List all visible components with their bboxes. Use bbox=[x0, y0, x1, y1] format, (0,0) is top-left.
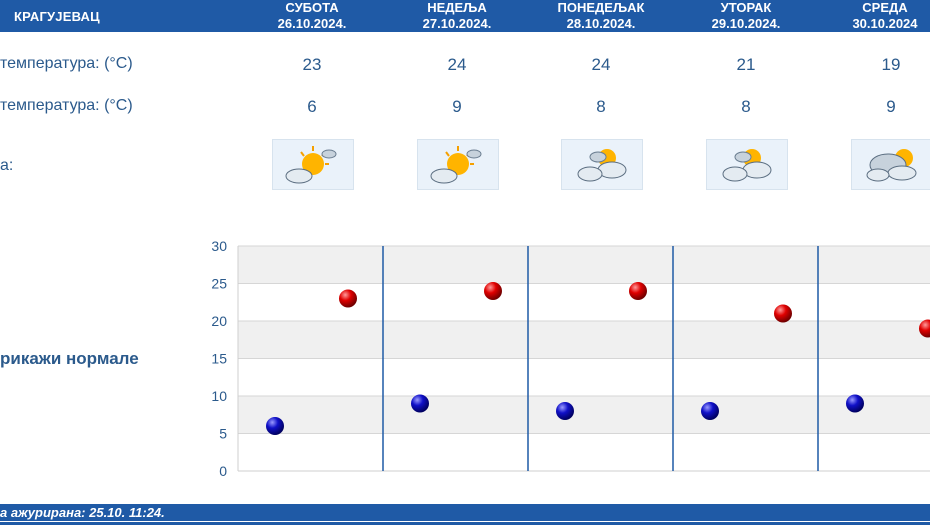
max-temp-day-4: 21 bbox=[736, 55, 756, 74]
y-tick-label: 10 bbox=[211, 388, 227, 404]
min-temp-day-2: 9 bbox=[452, 97, 462, 116]
day-name: СРЕДА bbox=[862, 0, 908, 15]
sun-cloud-icon bbox=[417, 139, 499, 190]
grid-band bbox=[238, 433, 930, 471]
min-temp-point bbox=[266, 417, 284, 435]
max-temp-day-5: 19 bbox=[881, 55, 901, 74]
y-tick-label: 0 bbox=[219, 463, 227, 479]
max-temp-point bbox=[919, 319, 930, 338]
day-header-2: НЕДЕЉА 27.10.2024. bbox=[397, 0, 517, 32]
min-temp-day-5: 9 bbox=[886, 97, 896, 116]
min-temp-label: температура: (°C) bbox=[0, 97, 133, 114]
day-header-1: СУБОТА 26.10.2024. bbox=[252, 0, 372, 32]
sun-cloud-icon bbox=[272, 139, 354, 190]
max-temp-point bbox=[774, 304, 792, 323]
grid-band bbox=[238, 246, 930, 284]
footer-divider bbox=[0, 522, 930, 525]
day-date: 30.10.2024 bbox=[852, 16, 918, 31]
day-date: 26.10.2024. bbox=[277, 16, 347, 31]
max-temp-day-1: 23 bbox=[302, 55, 322, 74]
grid-band bbox=[238, 321, 930, 359]
temperature-chart: 0 5 10 15 20 25 30 bbox=[211, 238, 930, 479]
day-date: 27.10.2024. bbox=[422, 16, 492, 31]
day-header-5: СРЕДА 30.10.2024 bbox=[825, 0, 930, 32]
grid-band bbox=[238, 358, 930, 396]
min-temp-point bbox=[556, 402, 574, 420]
grid-band bbox=[238, 396, 930, 434]
day-name: ПОНЕДЕЉАК bbox=[557, 0, 645, 15]
day-header-3: ПОНЕДЕЉАК 28.10.2024. bbox=[541, 0, 661, 32]
y-tick-label: 25 bbox=[211, 276, 227, 292]
min-temp-point bbox=[411, 394, 429, 413]
day-date: 28.10.2024. bbox=[566, 16, 636, 31]
day-header-4: УТОРАК 29.10.2024. bbox=[686, 0, 806, 32]
max-temp-day-2: 24 bbox=[447, 55, 467, 74]
day-name: СУБОТА bbox=[285, 0, 339, 15]
cloud-sun-icon bbox=[706, 139, 788, 190]
max-temp-day-3: 24 bbox=[591, 55, 611, 74]
city-name: КРАГУЈЕВАЦ bbox=[14, 9, 100, 24]
day-name: УТОРАК bbox=[720, 0, 772, 15]
max-temp-point bbox=[629, 282, 647, 300]
day-date: 29.10.2024. bbox=[711, 16, 781, 31]
max-temp-point bbox=[484, 282, 502, 300]
max-temp-label: температура: (°C) bbox=[0, 55, 133, 72]
weather-label: а: bbox=[0, 157, 14, 174]
min-temp-day-3: 8 bbox=[596, 97, 606, 116]
header-bar: КРАГУЈЕВАЦ СУБОТА 26.10.2024. НЕДЕЉА 27.… bbox=[0, 0, 930, 32]
min-temp-point bbox=[846, 394, 864, 413]
day-name: НЕДЕЉА bbox=[427, 0, 487, 15]
y-tick-label: 5 bbox=[219, 426, 227, 442]
last-updated-text: а ажурирана: 25.10. 11:24. bbox=[0, 505, 165, 520]
y-tick-label: 20 bbox=[211, 313, 227, 329]
cloudy-sun-icon bbox=[851, 139, 930, 190]
y-tick-label: 30 bbox=[211, 238, 227, 254]
show-normals-link[interactable]: рикажи нормале bbox=[0, 349, 139, 368]
footer-bar: а ажурирана: 25.10. 11:24. bbox=[0, 504, 930, 521]
min-temp-day-1: 6 bbox=[307, 97, 317, 116]
min-temp-day-4: 8 bbox=[741, 97, 751, 116]
max-temp-point bbox=[339, 289, 357, 308]
min-temp-point bbox=[701, 402, 719, 420]
y-tick-label: 15 bbox=[211, 351, 227, 367]
cloud-sun-icon bbox=[561, 139, 643, 190]
